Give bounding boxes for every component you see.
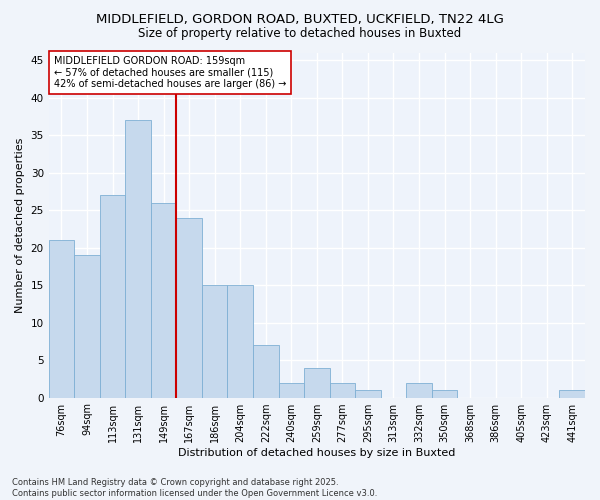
Bar <box>406 382 432 398</box>
Bar <box>100 195 125 398</box>
Bar <box>125 120 151 398</box>
Text: MIDDLEFIELD GORDON ROAD: 159sqm
← 57% of detached houses are smaller (115)
42% o: MIDDLEFIELD GORDON ROAD: 159sqm ← 57% of… <box>54 56 286 89</box>
Bar <box>559 390 585 398</box>
Bar <box>304 368 329 398</box>
Bar <box>432 390 457 398</box>
Bar <box>329 382 355 398</box>
Bar <box>49 240 74 398</box>
Text: Size of property relative to detached houses in Buxted: Size of property relative to detached ho… <box>139 26 461 40</box>
Y-axis label: Number of detached properties: Number of detached properties <box>15 138 25 312</box>
Bar <box>74 255 100 398</box>
Bar <box>278 382 304 398</box>
X-axis label: Distribution of detached houses by size in Buxted: Distribution of detached houses by size … <box>178 448 455 458</box>
Text: MIDDLEFIELD, GORDON ROAD, BUXTED, UCKFIELD, TN22 4LG: MIDDLEFIELD, GORDON ROAD, BUXTED, UCKFIE… <box>96 12 504 26</box>
Bar <box>176 218 202 398</box>
Bar <box>253 345 278 398</box>
Text: Contains HM Land Registry data © Crown copyright and database right 2025.
Contai: Contains HM Land Registry data © Crown c… <box>12 478 377 498</box>
Bar <box>355 390 380 398</box>
Bar <box>227 285 253 398</box>
Bar <box>151 202 176 398</box>
Bar <box>202 285 227 398</box>
